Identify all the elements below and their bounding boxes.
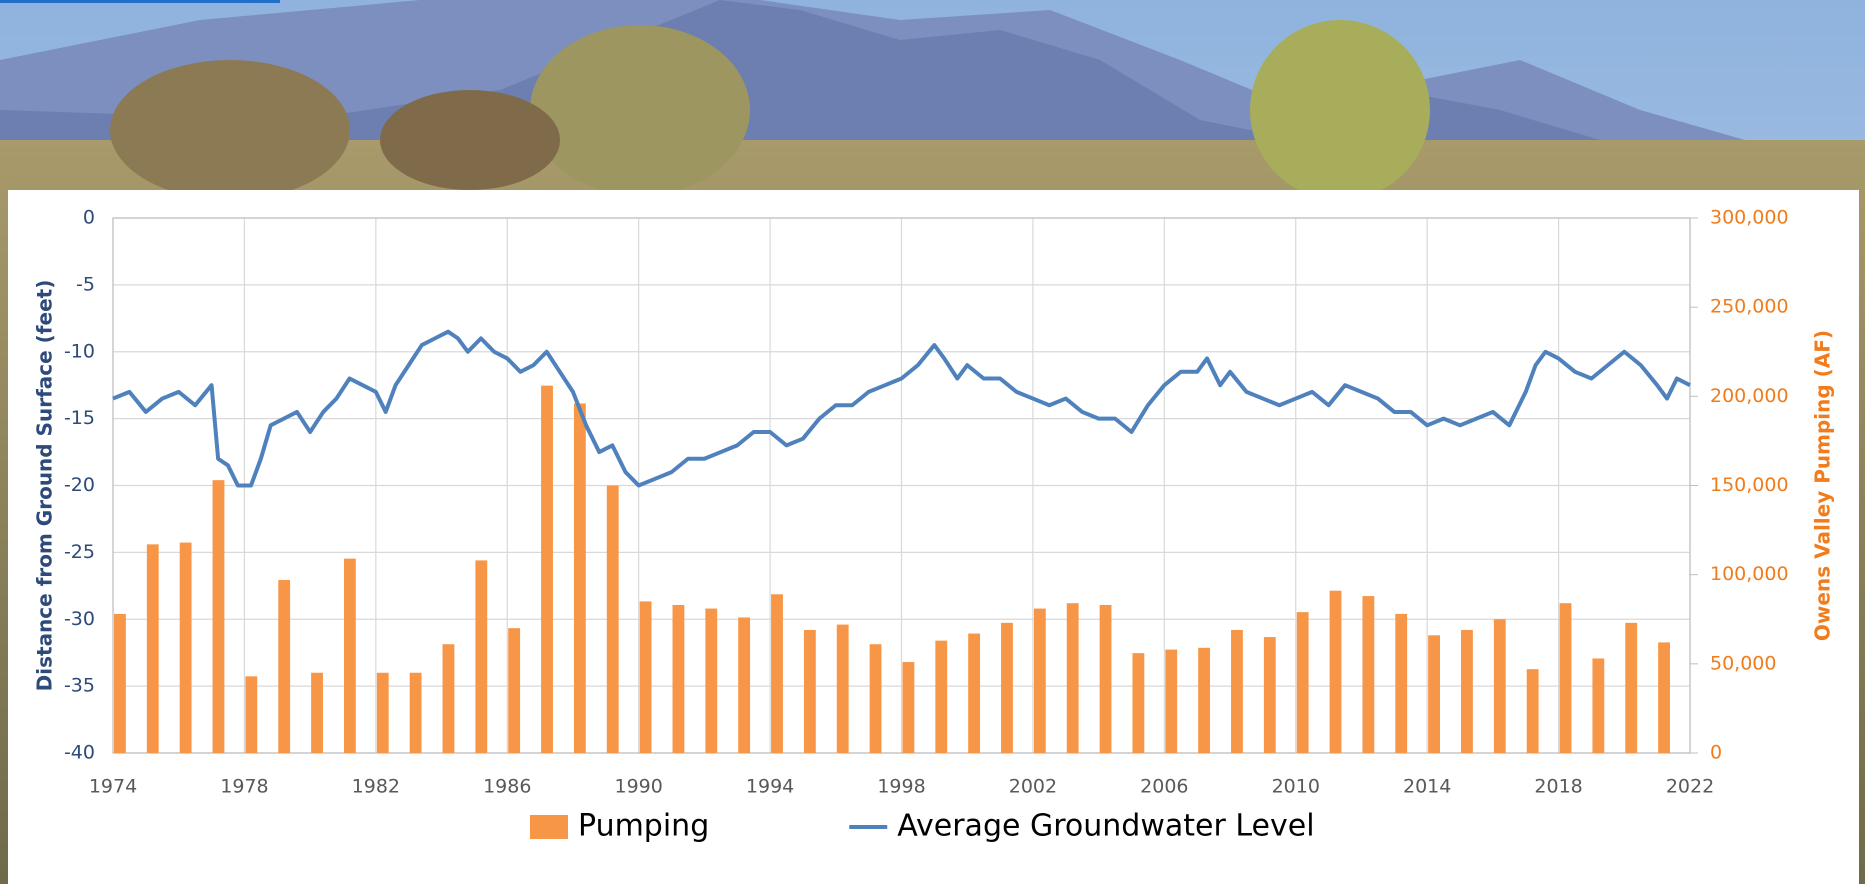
- bar: [409, 672, 422, 753]
- x-tick-label: 1974: [89, 776, 137, 798]
- bar: [1066, 603, 1079, 753]
- x-tick-label: 2006: [1140, 776, 1188, 798]
- bar: [771, 594, 783, 753]
- y-axis-title: Distance from Ground Surface (feet): [33, 280, 57, 692]
- y2-tick-label: 0: [1710, 742, 1722, 764]
- bar: [1559, 603, 1572, 753]
- bar: [1263, 637, 1276, 753]
- bar: [376, 672, 389, 753]
- bar: [573, 403, 586, 753]
- x-tick-label: 2018: [1534, 776, 1582, 798]
- y-tick-label: 0: [83, 207, 95, 229]
- legend-label: Pumping: [578, 809, 709, 844]
- bar: [1329, 590, 1342, 753]
- y-tick-label: -30: [64, 608, 95, 630]
- bar: [1526, 669, 1539, 753]
- line: [112, 329, 1691, 488]
- bar: [1165, 649, 1178, 753]
- bar: [1658, 642, 1670, 753]
- plot-border: [112, 217, 1691, 754]
- y-tick-label: -20: [64, 474, 95, 496]
- y-tick-label: -15: [64, 407, 95, 429]
- y2-axis-title: Owens Valley Pumping (AF): [1811, 330, 1835, 641]
- bar: [705, 608, 718, 753]
- bar: [803, 629, 816, 753]
- y2-tick-label: 300,000: [1710, 207, 1789, 229]
- y2-tick-label: 50,000: [1710, 652, 1776, 674]
- bar: [1592, 658, 1605, 753]
- bar: [343, 558, 356, 753]
- y2-tick-label: 100,000: [1710, 563, 1789, 585]
- bar: [245, 676, 258, 753]
- bar: [146, 544, 159, 753]
- legend-label: Average Groundwater Level: [897, 809, 1314, 844]
- bar: [902, 662, 915, 753]
- y-tick-label: -10: [64, 340, 95, 362]
- bar: [179, 542, 192, 753]
- bar: [1033, 608, 1046, 753]
- bar: [442, 644, 455, 753]
- x-tick-label: 1982: [352, 776, 400, 798]
- bar: [935, 640, 948, 753]
- bar: [508, 628, 521, 753]
- x-tick-label: 2022: [1666, 776, 1714, 798]
- legend-swatch: [530, 815, 568, 839]
- bar: [1231, 629, 1243, 753]
- y-tick-label: -35: [64, 675, 95, 697]
- chart-panel: [8, 190, 1859, 884]
- bar: [968, 633, 981, 753]
- x-tick-label: 1998: [877, 776, 925, 798]
- bar: [1493, 619, 1506, 753]
- x-tick-label: 2002: [1009, 776, 1057, 798]
- bar: [1132, 653, 1145, 753]
- bar: [1001, 622, 1013, 753]
- y-tick-label: -40: [64, 742, 95, 764]
- x-tick-label: 1990: [614, 776, 662, 798]
- bar: [1428, 635, 1440, 753]
- bar: [541, 385, 553, 753]
- bar: [212, 480, 225, 753]
- y-tick-label: -5: [76, 273, 95, 295]
- x-tick-label: 1994: [746, 776, 794, 798]
- bar: [475, 560, 488, 753]
- y-tick-label: -25: [64, 541, 95, 563]
- bar: [1461, 629, 1473, 753]
- x-tick-label: 2014: [1403, 776, 1451, 798]
- y2-tick-label: 200,000: [1710, 385, 1789, 407]
- bar: [1395, 613, 1408, 753]
- bar: [1198, 647, 1211, 753]
- bar: [639, 601, 652, 753]
- bar: [1296, 612, 1309, 753]
- bar: [114, 613, 126, 753]
- bar: [278, 580, 291, 753]
- y2-tick-label: 150,000: [1710, 474, 1789, 496]
- bar: [738, 617, 751, 753]
- x-tick-label: 2010: [1272, 776, 1320, 798]
- bar: [606, 485, 619, 753]
- bar: [672, 604, 685, 753]
- bar: [836, 624, 849, 753]
- legend-item: Average Groundwater Level: [849, 809, 1315, 844]
- x-tick-label: 1978: [220, 776, 268, 798]
- bar: [1362, 596, 1375, 753]
- bar: [869, 644, 882, 753]
- bar: [311, 672, 323, 753]
- bar: [1099, 604, 1112, 753]
- legend-item: Pumping: [530, 809, 709, 844]
- x-tick-label: 1986: [483, 776, 531, 798]
- chart: -40 -35 -30 -25 -20 -15 -10 -5 0 1974 1978 1982 1986…: [33, 207, 1835, 844]
- bar: [1625, 622, 1638, 753]
- y2-tick-label: 250,000: [1710, 296, 1789, 318]
